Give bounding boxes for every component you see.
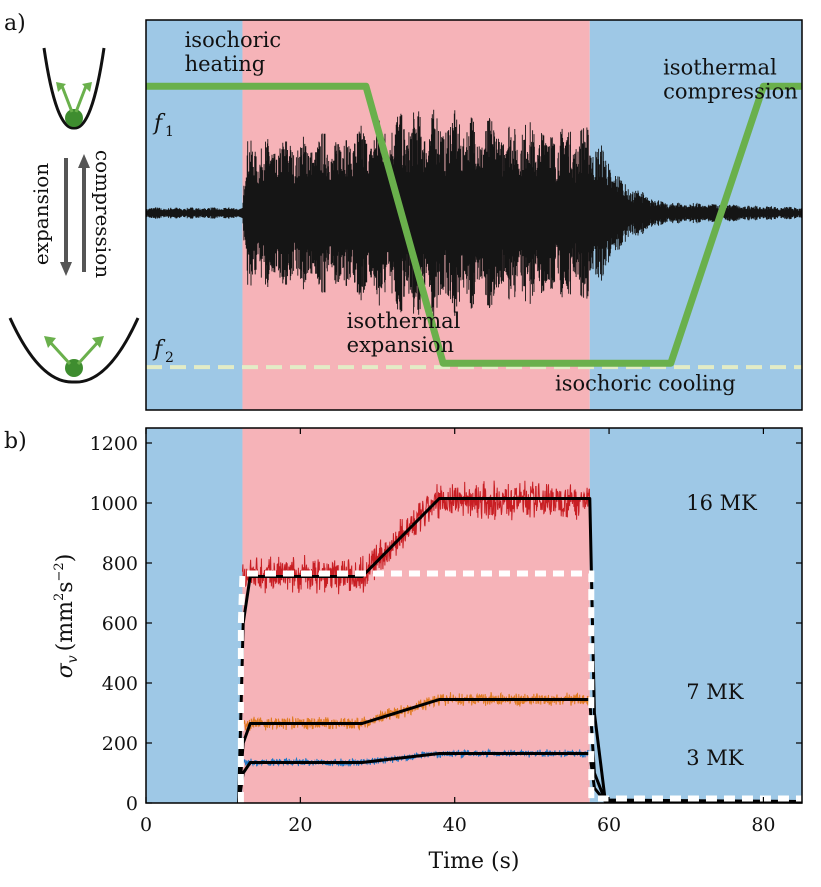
arrowhead-icon bbox=[56, 82, 66, 92]
velocity-arrow-top-right bbox=[74, 85, 88, 113]
up-arrow-icon bbox=[78, 154, 90, 168]
y-tick-label: 0 bbox=[126, 793, 138, 815]
y-axis-label-text: σv(mm2s−2) bbox=[52, 554, 81, 679]
y-tick-label: 200 bbox=[102, 733, 138, 755]
expansion-label: expansion bbox=[29, 163, 53, 265]
velocity-arrow-bottom-left bbox=[48, 340, 72, 366]
velocity-arrow-bottom-right bbox=[76, 340, 100, 366]
trapped-particle-top bbox=[65, 109, 83, 127]
tight-trap-potential bbox=[42, 47, 106, 130]
y-axis-label: σv(mm2s−2) bbox=[52, 554, 81, 679]
panel-b: 16 MK7 MK3 MK 0 20 40 60 8002004006008001000… bbox=[52, 427, 803, 874]
panel-a-frame bbox=[145, 19, 803, 411]
series-label: 3 MK bbox=[686, 746, 744, 770]
arrowhead-icon bbox=[82, 82, 92, 92]
series-label: 7 MK bbox=[686, 680, 744, 704]
panel-a-annotations: isochoric heating isothermal expansion isoch… bbox=[185, 28, 798, 396]
x-tick-label: 40 bbox=[443, 814, 467, 836]
panel-a: isochoric heating isothermal expansion isoch… bbox=[145, 19, 803, 411]
phase-annotation: isochoric heating bbox=[185, 28, 282, 76]
white-dashed-reference bbox=[237, 570, 802, 803]
phase-annotation: isochoric cooling bbox=[555, 372, 736, 396]
series-16-mk bbox=[242, 480, 591, 595]
background-region-red bbox=[242, 428, 590, 803]
y-tick-label: 600 bbox=[102, 613, 138, 635]
panel-b-background bbox=[146, 428, 802, 803]
series-label: 16 MK bbox=[686, 491, 757, 515]
y-tick-label: 400 bbox=[102, 673, 138, 695]
arrowhead-icon bbox=[92, 336, 104, 348]
panel-b-frame bbox=[145, 427, 803, 804]
background-region-blue bbox=[589, 428, 802, 803]
x-tick-label: 60 bbox=[597, 814, 621, 836]
y-tick-label: 800 bbox=[102, 553, 138, 575]
arrowhead-icon bbox=[44, 336, 56, 348]
fit-line bbox=[237, 698, 803, 804]
x-tick-label: 0 bbox=[140, 814, 152, 836]
fit-line bbox=[237, 497, 803, 804]
x-axis-label: Time (s) bbox=[428, 849, 519, 874]
compression-label: compression bbox=[91, 150, 115, 278]
trap-frequency-curve bbox=[146, 82, 802, 367]
panel-label-b: b) bbox=[4, 429, 27, 454]
velocity-arrow-top-left bbox=[60, 85, 74, 113]
background-region-blue bbox=[146, 428, 243, 803]
loose-trap-potential bbox=[8, 317, 140, 384]
f2-subscript: 2 bbox=[165, 350, 174, 366]
panel-label-a: a) bbox=[4, 11, 26, 36]
x-tick-label: 20 bbox=[288, 814, 312, 836]
series-labels: 16 MK 7 MK 3 MK bbox=[686, 491, 757, 770]
phase-annotation: isothermal compression bbox=[663, 55, 798, 103]
schematic: expansion compression bbox=[8, 47, 140, 384]
down-arrow-icon bbox=[60, 262, 72, 276]
phase-annotation: isothermal expansion bbox=[347, 309, 461, 357]
y-tick-label: 1000 bbox=[90, 493, 138, 515]
y-tick-label: 1200 bbox=[90, 433, 138, 455]
x-tick-label: 80 bbox=[751, 814, 775, 836]
f1-subscript: 1 bbox=[165, 124, 174, 140]
